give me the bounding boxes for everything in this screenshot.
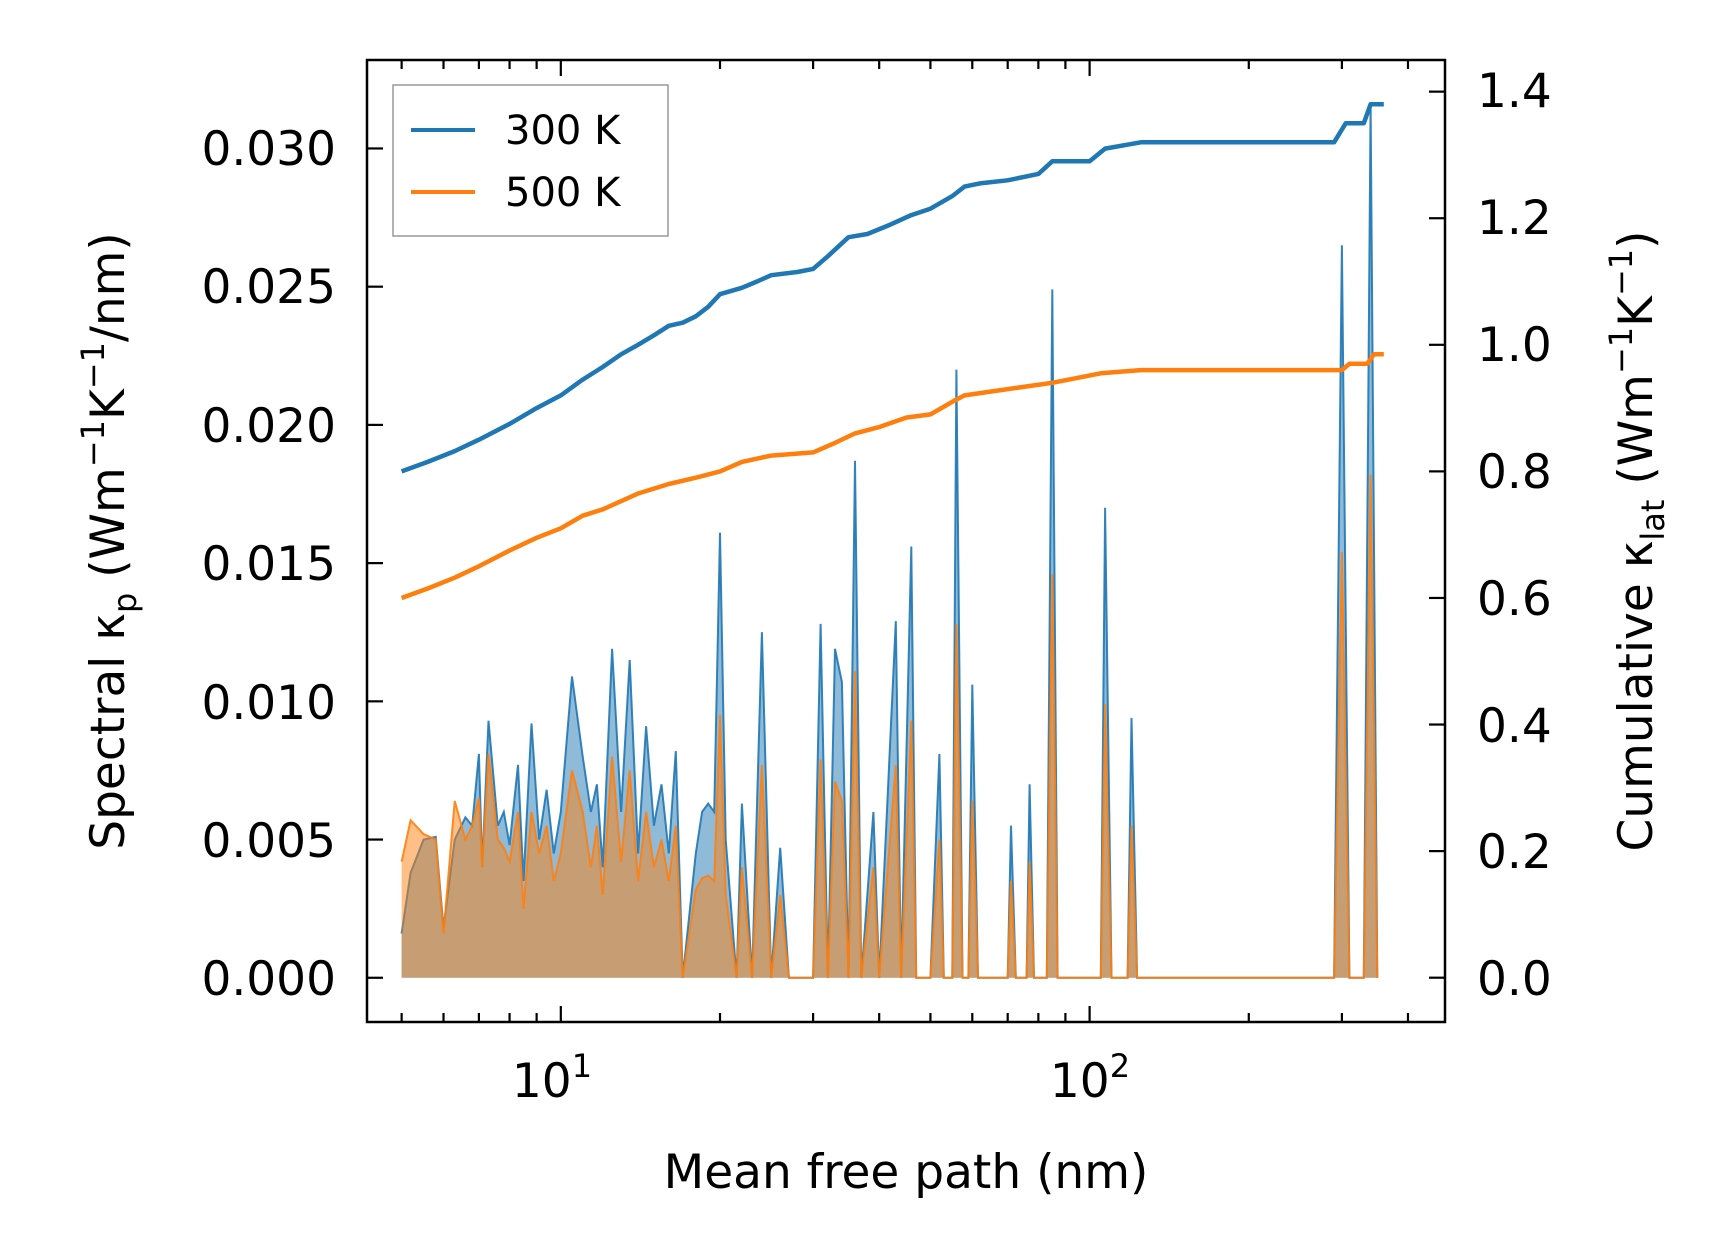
left-tick-label: 0.020 xyxy=(201,399,336,454)
right-tick-label: 0.6 xyxy=(1477,572,1552,627)
right-tick-label: 1.0 xyxy=(1477,318,1552,373)
left-tick-label: 0.025 xyxy=(201,260,336,315)
x-tick-label-10: 101 xyxy=(512,1047,592,1109)
x-tick-exponent: 2 xyxy=(1110,1047,1130,1085)
spectral-area-300k xyxy=(401,104,1378,978)
right-tick-label: 1.4 xyxy=(1477,64,1552,119)
x-axis-label: Mean free path (nm) xyxy=(664,1145,1149,1200)
right-tick-label: 1.2 xyxy=(1477,191,1552,246)
left-tick-label: 0.015 xyxy=(201,537,336,592)
spectral-line-500k xyxy=(400,474,1379,979)
spectral-area-500k xyxy=(401,474,1378,978)
cumulative-line-500k xyxy=(400,352,1384,601)
legend-label-500k: 500 K xyxy=(505,170,622,216)
x-tick-label-100: 102 xyxy=(1050,1047,1130,1109)
left-y-axis-label: Spectral κp (Wm−1K−1/nm) xyxy=(74,232,144,849)
right-tick-label: 0.4 xyxy=(1477,699,1552,754)
right-tick-label: 0.8 xyxy=(1477,445,1552,500)
plot-area xyxy=(400,102,1384,979)
left-tick-label: 0.005 xyxy=(201,814,336,869)
left-tick-label: 0.030 xyxy=(201,122,336,177)
legend-box xyxy=(392,84,669,237)
right-tick-label: 0.0 xyxy=(1477,952,1552,1007)
legend-label-300k: 300 K xyxy=(505,108,622,154)
legend: 300 K 500 K xyxy=(392,84,669,237)
x-tick-exponent: 1 xyxy=(572,1047,592,1085)
axes-frame xyxy=(365,58,1447,1024)
left-tick-label: 0.010 xyxy=(201,676,336,731)
axis-ticks xyxy=(367,60,1445,1022)
left-tick-label: 0.000 xyxy=(201,952,336,1007)
right-tick-label: 0.2 xyxy=(1477,825,1552,880)
cumulative-line-300k xyxy=(400,102,1384,474)
right-y-axis-label: Cumulative κlat (Wm−1K−1) xyxy=(1602,230,1672,851)
